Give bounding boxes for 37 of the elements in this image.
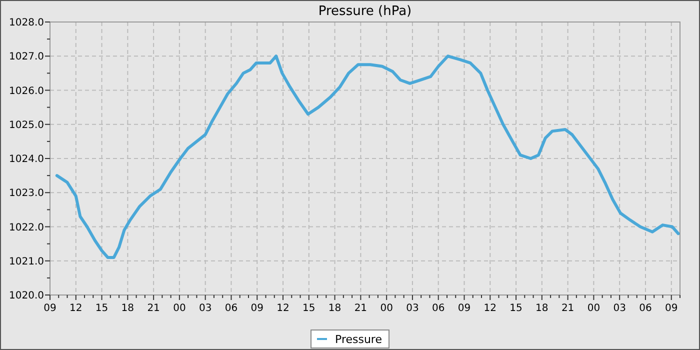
- y-tick-label: 1021.0: [9, 256, 44, 268]
- y-tick-label: 1025.0: [9, 120, 44, 131]
- x-tick-label: 00: [587, 303, 600, 314]
- chart-title: Pressure (hPa): [318, 4, 412, 19]
- x-tick-label: 09: [250, 303, 264, 314]
- x-tick-label: 18: [121, 303, 134, 314]
- y-tick-label: 1026.0: [9, 86, 44, 97]
- x-tick-label: 09: [44, 303, 56, 314]
- y-tick-label: 1028.0: [9, 18, 44, 28]
- x-tick-label: 12: [484, 303, 497, 314]
- x-tick-label: 00: [173, 303, 186, 314]
- x-tick-label: 03: [198, 303, 212, 314]
- x-tick-label: 18: [328, 303, 342, 314]
- x-tick-label: 15: [95, 303, 108, 314]
- x-tick-label: 09: [458, 303, 471, 314]
- x-tick-label: 12: [70, 303, 82, 314]
- x-tick-label: 06: [639, 303, 652, 314]
- x-tick-label: 09: [665, 303, 678, 314]
- y-tick-label: 1023.0: [9, 188, 44, 200]
- y-tick-label: 1027.0: [9, 52, 44, 63]
- x-tick-label: 18: [536, 303, 548, 314]
- x-tick-label: 15: [302, 303, 316, 314]
- x-tick-label: 03: [613, 303, 626, 314]
- line-series: [55, 54, 680, 259]
- y-tick-label: 1020.0: [9, 290, 44, 302]
- x-tick-label: 06: [224, 303, 238, 314]
- y-tick-label: 1024.0: [9, 154, 44, 165]
- x-tick-label: 21: [147, 303, 160, 314]
- x-tick-label: 06: [432, 303, 445, 314]
- x-tick-label: 21: [354, 303, 368, 314]
- y-tick-label: 1022.0: [9, 222, 44, 234]
- x-tick-label: 00: [380, 303, 393, 314]
- legend-label: Pressure: [335, 333, 382, 346]
- x-tick-label: 15: [510, 303, 522, 314]
- x-tick-label: 21: [561, 303, 574, 314]
- x-tick-label: 12: [276, 303, 290, 314]
- x-tick-label: 03: [406, 303, 419, 314]
